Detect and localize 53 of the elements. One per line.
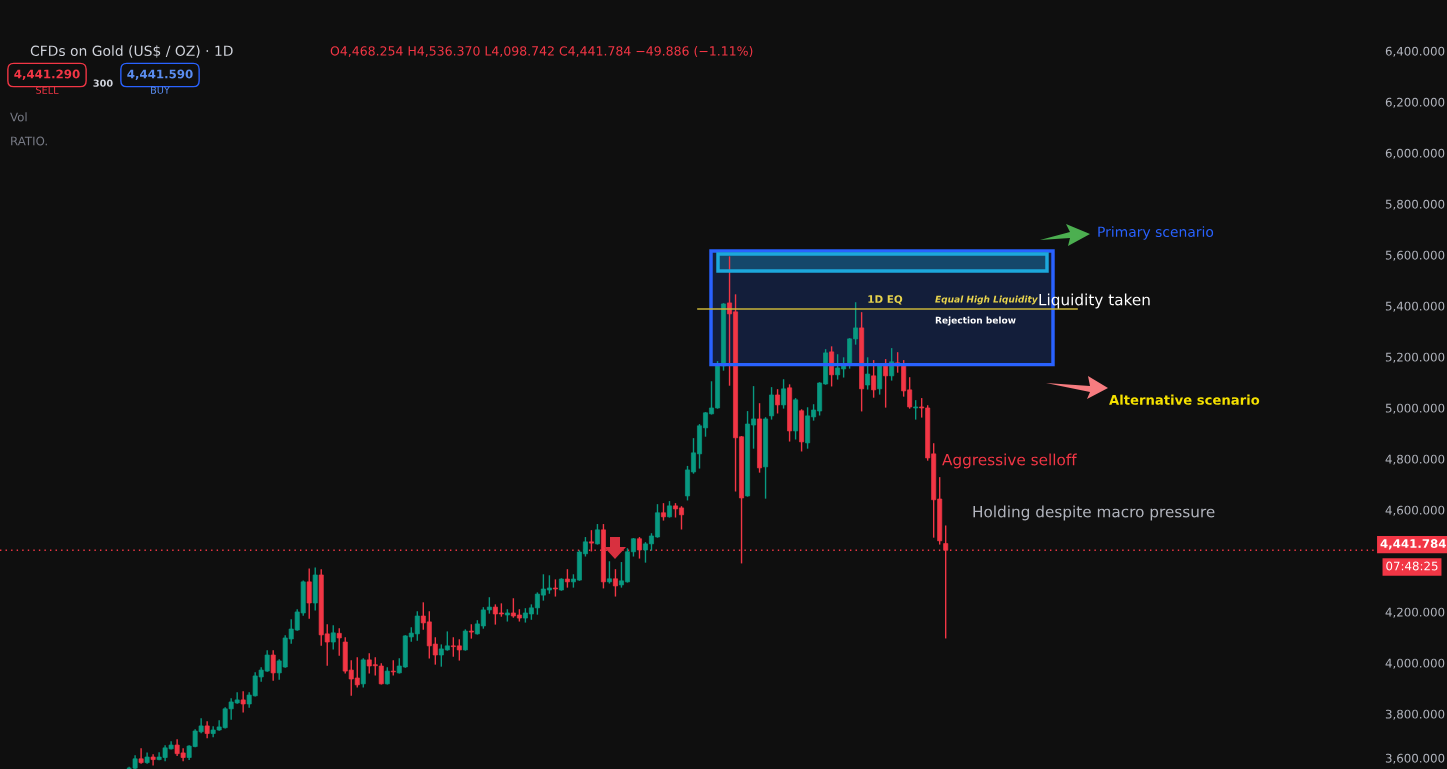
annotation: Equal High Liquidity [935,295,1038,305]
candlestick [606,561,612,584]
y-tick-label: 6,000.000 [1385,148,1445,159]
y-tick-label: 3,800.000 [1385,709,1445,720]
annotation: Rejection below [935,316,1016,326]
candlestick [594,524,600,545]
y-tick-label: 5,600.000 [1385,250,1445,261]
candlestick [613,569,618,597]
candlestick [775,389,781,414]
y-tick-label: 6,200.000 [1385,97,1445,108]
annotation: Primary scenario [1098,226,1214,240]
candlestick [240,691,246,713]
y-tick-label: 5,200.000 [1385,352,1445,363]
candlestick [637,537,642,559]
y-tick-label: 5,400.000 [1385,301,1445,312]
candlestick [913,400,919,420]
candlestick [306,568,312,619]
candlestick [865,357,871,390]
ref-line-label: 1D EQ [868,295,903,305]
annotation: Vol [10,112,27,122]
chart-title: CFDs on Gold (US$ / OZ) · 1D [30,45,233,58]
y-tick-label: 4,800.000 [1385,454,1445,465]
candlestick [336,628,342,656]
y-tick-label: 4,000.000 [1385,658,1445,669]
candlestick [781,379,787,409]
y-tick-label: 5,000.000 [1385,403,1445,414]
annotation: 300 [93,79,113,87]
candlestick [138,748,144,764]
candlestick [360,658,366,688]
annotation: 4,441.590 [127,69,193,80]
text: 07:48:25 [1386,561,1438,571]
candlestick [330,625,336,650]
annotation: 4,441.290 [14,69,80,80]
y-tick-label: 5,800.000 [1385,199,1445,210]
candlestick [769,387,775,420]
annotation: Holding despite macro pressure [973,505,1215,521]
y-tick-label: 6,400.000 [1385,46,1445,57]
chart-subtitle: O4,468.254 H4,536.370 L4,098.742 C4,441.784 −49.886 (−1.11%) [330,45,753,58]
annotation: Alternative scenario [1109,394,1260,405]
candlestick [829,346,835,387]
annotation: RATIO. [11,136,47,146]
candlestick [871,360,877,398]
annotation: Aggressive selloff [942,453,1077,469]
y-tick-label: 3,600.000 [1385,753,1445,764]
y-tick-label: 4,600.000 [1385,505,1445,516]
candlestick [877,365,883,395]
annotation: BUY [151,86,170,94]
candlestick [462,629,468,651]
y-tick-label: 4,200.000 [1385,607,1445,618]
ref-line-label: 4,441.784 [1380,539,1446,550]
candlestick [270,650,276,681]
candlestick [150,754,156,766]
candlestick [943,525,949,639]
